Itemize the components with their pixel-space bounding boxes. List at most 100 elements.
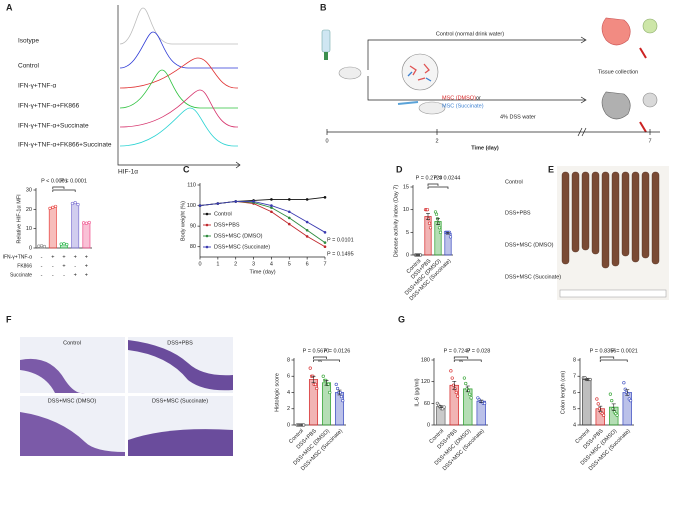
y-tick-label: 5 bbox=[406, 230, 409, 236]
flow-curve bbox=[119, 31, 238, 69]
treatment-sign: - bbox=[52, 263, 54, 269]
flow-axis-label: HIF-1α bbox=[118, 169, 138, 176]
y-tick-label: 6 bbox=[287, 374, 290, 380]
treatment-sign: - bbox=[41, 263, 43, 269]
data-point bbox=[334, 382, 338, 386]
histology-label: DSS+MSC (DMSO) bbox=[48, 398, 97, 404]
photo-label: Control bbox=[505, 179, 523, 185]
flow-row-label: IFN-γ+TNF-α+FK866 bbox=[18, 103, 80, 110]
legend-label: Control bbox=[214, 211, 232, 217]
flow-curve bbox=[119, 107, 238, 147]
treatment-label: Succinate bbox=[10, 272, 32, 278]
series-marker bbox=[252, 200, 255, 203]
mouse bbox=[338, 66, 362, 80]
data-point bbox=[438, 230, 443, 234]
data-point bbox=[84, 221, 88, 225]
data-point bbox=[442, 405, 446, 409]
histology-label: Control bbox=[63, 340, 81, 346]
panel-label: E bbox=[548, 164, 554, 174]
y-tick-label: 0 bbox=[427, 422, 430, 428]
schematic-label: Tissue collection bbox=[598, 69, 638, 75]
colon bbox=[571, 171, 580, 253]
series-marker bbox=[287, 198, 291, 201]
time-tick-label: 7 bbox=[648, 138, 651, 144]
significance: ns bbox=[318, 358, 322, 363]
treatment-sign: - bbox=[74, 263, 76, 269]
y-tick-label: 8 bbox=[573, 357, 576, 363]
series-marker bbox=[323, 245, 327, 249]
schematic-label: or bbox=[476, 95, 481, 101]
data-point bbox=[595, 397, 599, 401]
data-point bbox=[37, 244, 41, 248]
treatment-sign: + bbox=[62, 254, 65, 260]
data-point bbox=[436, 221, 441, 225]
y-tick-label: 8 bbox=[287, 357, 290, 363]
ruler bbox=[559, 289, 667, 298]
significance-bracket bbox=[427, 183, 439, 186]
arrow bbox=[367, 39, 585, 70]
treatment-sign: - bbox=[63, 272, 65, 278]
series-marker bbox=[305, 235, 309, 238]
series-marker bbox=[323, 196, 327, 199]
tissue bbox=[20, 358, 85, 394]
schematic-label: 4% DSS water bbox=[500, 114, 536, 120]
tissue bbox=[20, 412, 125, 456]
y-tick-label: 6 bbox=[573, 390, 576, 396]
data-point bbox=[81, 221, 86, 225]
data-point bbox=[615, 413, 619, 417]
colon bbox=[621, 171, 630, 257]
series-line bbox=[199, 201, 326, 233]
bar bbox=[622, 392, 632, 426]
data-point bbox=[51, 205, 55, 209]
series-marker bbox=[305, 220, 309, 224]
data-point bbox=[608, 392, 612, 396]
colon-icon bbox=[601, 91, 631, 120]
treatment-sign: + bbox=[85, 254, 88, 260]
panel-label: A bbox=[6, 2, 13, 12]
y-tick-label: 0 bbox=[29, 245, 32, 251]
flow-row-label: IFN-γ+TNF-α+Succinate bbox=[18, 123, 89, 130]
time-tick bbox=[326, 129, 651, 135]
treatment-label: IFN-γ+TNF-α bbox=[3, 254, 33, 260]
colon-icon bbox=[601, 17, 631, 46]
series-marker bbox=[270, 206, 273, 209]
bottle-cap bbox=[324, 52, 328, 60]
p-value: P < 0.0001 bbox=[41, 178, 68, 184]
data-point bbox=[456, 394, 460, 398]
p-value: P = 0.0244 bbox=[434, 175, 461, 181]
data-point bbox=[454, 390, 458, 395]
bar bbox=[321, 382, 332, 426]
data-point bbox=[328, 390, 332, 395]
x-axis-label: Time (day) bbox=[249, 269, 275, 275]
colon bbox=[601, 171, 610, 269]
p-value: P = 0.028 bbox=[467, 348, 491, 354]
data-point bbox=[308, 366, 312, 370]
data-point bbox=[434, 212, 439, 216]
series-marker bbox=[216, 202, 220, 205]
legend-marker bbox=[205, 212, 209, 216]
significance-bracket bbox=[453, 356, 469, 359]
y-tick-label: 100 bbox=[187, 203, 196, 209]
data-point bbox=[469, 396, 473, 400]
flow-arrow bbox=[235, 161, 241, 169]
x-tick-label: 1 bbox=[216, 261, 219, 267]
bar bbox=[582, 379, 592, 426]
axis-break bbox=[577, 127, 587, 137]
y-tick-label: 20 bbox=[26, 207, 32, 213]
photo-label: DSS+MSC (Succinate) bbox=[505, 274, 561, 280]
treatment-label: FK866 bbox=[17, 263, 32, 269]
colon bbox=[651, 171, 660, 265]
bottle bbox=[321, 29, 331, 53]
histology-label: DSS+MSC (Succinate) bbox=[152, 398, 208, 404]
data-point bbox=[70, 201, 74, 206]
y-axis-label: Disease activity index (Day 7) bbox=[393, 185, 399, 258]
y-tick-label: 0 bbox=[406, 252, 409, 258]
panel-label: G bbox=[398, 314, 405, 324]
x-tick-label: 4 bbox=[270, 261, 273, 267]
series-marker bbox=[305, 228, 309, 232]
syringe bbox=[397, 101, 419, 105]
data-point bbox=[629, 399, 633, 403]
y-tick-label: 7 bbox=[573, 374, 576, 380]
colon bbox=[631, 171, 640, 263]
